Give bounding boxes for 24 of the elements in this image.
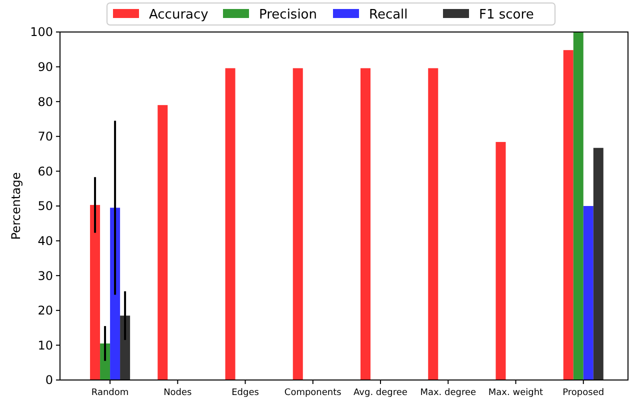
x-tick-label: Edges bbox=[232, 388, 260, 398]
x-tick-label: Proposed bbox=[562, 388, 604, 398]
x-tick-label: Random bbox=[91, 388, 129, 398]
x-tick-label: Components bbox=[284, 388, 342, 398]
y-tick-label: 90 bbox=[38, 60, 53, 74]
legend-label: Accuracy bbox=[149, 8, 209, 23]
x-tick-label: Max. weight bbox=[488, 388, 544, 398]
legend-label: Recall bbox=[369, 8, 408, 23]
y-tick-label: 60 bbox=[38, 164, 53, 178]
y-tick-label: 40 bbox=[38, 234, 53, 248]
y-tick-label: 30 bbox=[38, 268, 53, 283]
y-tick-label: 20 bbox=[38, 304, 53, 318]
y-tick-label: 0 bbox=[45, 373, 53, 388]
x-tick-label: Max. degree bbox=[420, 388, 477, 398]
x-tick-label: Nodes bbox=[164, 388, 192, 398]
y-tick-label: 80 bbox=[38, 94, 53, 109]
legend-label: F1 score bbox=[479, 8, 534, 23]
y-tick-label: 10 bbox=[38, 338, 53, 352]
y-tick-label: 70 bbox=[38, 130, 53, 144]
x-tick-label: Avg. degree bbox=[354, 388, 408, 398]
y-tick-label: 50 bbox=[38, 199, 53, 214]
y-tick-label: 100 bbox=[30, 25, 53, 40]
legend-label: Precision bbox=[259, 8, 318, 23]
y-axis-title: Percentage bbox=[9, 172, 23, 240]
